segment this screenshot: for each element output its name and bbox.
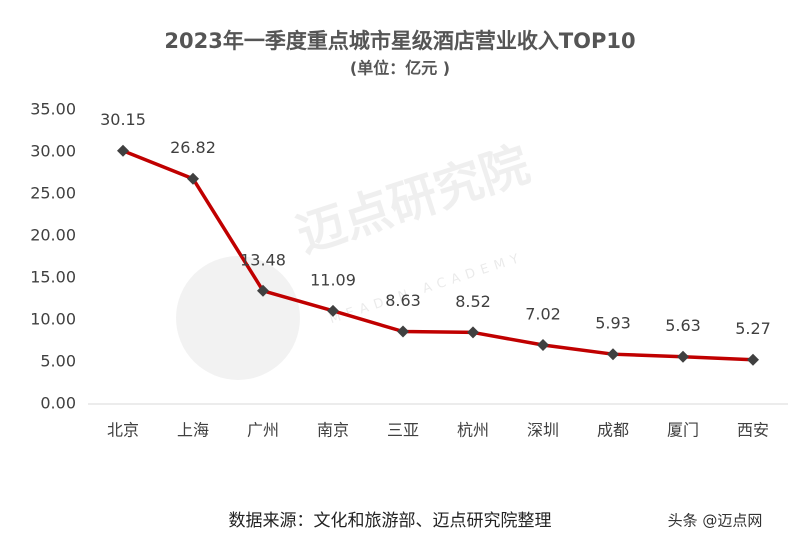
x-tick-label: 北京	[107, 421, 139, 440]
data-marker	[117, 144, 129, 157]
y-tick-label: 25.00	[30, 184, 76, 203]
data-marker	[327, 304, 339, 317]
data-label: 26.82	[170, 138, 216, 157]
data-label: 11.09	[310, 270, 356, 289]
data-marker	[257, 284, 269, 297]
data-label: 5.27	[735, 319, 771, 338]
x-tick-label: 成都	[597, 421, 629, 440]
watermark-logo	[176, 256, 300, 380]
y-tick-label: 0.00	[40, 394, 76, 413]
data-label: 5.63	[665, 316, 701, 335]
x-tick-label: 西安	[737, 421, 769, 440]
y-tick-label: 35.00	[30, 100, 76, 119]
publisher-mark: 头条 @迈点网	[668, 512, 763, 530]
data-label: 7.02	[525, 305, 561, 324]
data-marker	[607, 348, 619, 361]
data-marker	[747, 353, 759, 366]
x-tick-label: 三亚	[387, 421, 419, 440]
data-marker	[397, 325, 409, 338]
x-tick-label: 广州	[247, 421, 279, 440]
data-label: 30.15	[100, 110, 146, 129]
data-label: 8.52	[455, 292, 491, 311]
chart-subtitle: (单位：亿元 )	[350, 59, 450, 78]
x-tick-label: 深圳	[527, 421, 559, 440]
data-marker	[537, 339, 549, 352]
y-tick-label: 10.00	[30, 310, 76, 329]
data-label: 13.48	[240, 250, 286, 269]
data-label: 8.63	[385, 291, 421, 310]
x-tick-label: 上海	[177, 421, 209, 440]
data-marker	[187, 172, 199, 185]
data-label: 5.93	[595, 314, 631, 333]
y-tick-label: 15.00	[30, 268, 76, 287]
y-tick-label: 30.00	[30, 142, 76, 161]
data-marker	[677, 350, 689, 363]
data-marker	[467, 326, 479, 339]
y-tick-label: 5.00	[40, 352, 76, 371]
chart-title: 2023年一季度重点城市星级酒店营业收入TOP10	[164, 29, 635, 53]
data-line	[122, 149, 754, 362]
x-tick-label: 杭州	[457, 421, 489, 440]
source-note: 数据来源：文化和旅游部、迈点研究院整理	[229, 511, 552, 531]
x-tick-label: 南京	[317, 421, 349, 440]
y-tick-label: 20.00	[30, 226, 76, 245]
x-tick-label: 厦门	[667, 421, 699, 440]
